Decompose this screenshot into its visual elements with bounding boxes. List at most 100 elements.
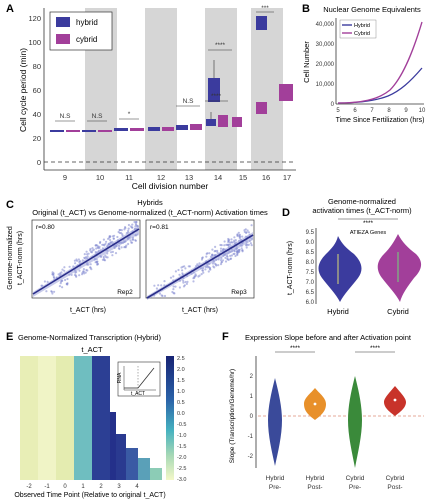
scatter-point	[50, 290, 53, 293]
a-xtick: 11	[125, 173, 133, 182]
panel-e: E Genome-Normalized Transcription (Hybri…	[0, 328, 215, 500]
scatter-point	[219, 247, 223, 250]
a-ylabel: Cell cycle period (min)	[18, 48, 28, 132]
panel-b: B Nuclear Genome Equivalents 0 10,000 20…	[300, 0, 429, 130]
scatter-point	[66, 277, 69, 281]
scatter-point	[57, 273, 60, 276]
f-violin-hybrid-pre	[268, 378, 282, 466]
scatter-point	[177, 268, 180, 272]
scatter-point	[238, 237, 241, 240]
b-xtick: 5	[336, 108, 340, 114]
e-cb-tick: -1.0	[177, 433, 186, 439]
scatter-point	[174, 285, 177, 288]
b-xtick: 7	[370, 108, 374, 114]
scatter-point	[90, 250, 93, 254]
a-xlabel: Cell division number	[132, 181, 209, 190]
scatter-point	[120, 229, 123, 232]
panel-a-chart: A 0 20 40 60 80 100 120 Cell cycle perio…	[6, 3, 296, 190]
scatter-point	[104, 254, 107, 257]
scatter-point	[172, 288, 175, 291]
scatter-point	[109, 238, 112, 242]
legend-hybrid-label: hybrid	[76, 18, 98, 27]
f-label2: Pre-	[349, 484, 361, 491]
scatter-point	[74, 262, 77, 265]
d-ytick: 7.0	[306, 280, 315, 286]
scatter-point	[73, 259, 76, 262]
scatter-point	[132, 238, 135, 241]
scatter-point	[163, 280, 166, 283]
scatter-point	[82, 270, 85, 273]
a-sig-15: ****	[215, 42, 226, 49]
scatter-point	[174, 270, 177, 273]
c-rep3-label: Rep3	[231, 289, 247, 296]
a-sig-14: ****	[211, 93, 222, 100]
f-label1: Cybrid	[346, 475, 365, 482]
legend-cybrid-swatch	[56, 34, 70, 44]
scatter-point	[127, 227, 130, 230]
a-sig-10: N.S	[92, 113, 104, 120]
f-ytick: -1	[248, 434, 254, 440]
scatter-point	[111, 254, 114, 257]
scatter-point	[202, 271, 205, 274]
a-ytick: 20	[33, 134, 41, 143]
scatter-point	[223, 244, 226, 247]
scatter-point	[96, 244, 99, 247]
c-title2: Original (t_ACT) vs Genome-normalized (t…	[32, 208, 268, 217]
scatter-point	[86, 255, 89, 258]
scatter-point	[64, 278, 67, 282]
shade-16	[251, 8, 283, 170]
a-ytick: 80	[33, 62, 41, 71]
d-title1: Genome-normalized	[328, 197, 396, 206]
legend-cybrid-label: cybrid	[76, 35, 97, 44]
e-cb-tick: 2.0	[177, 367, 185, 373]
scatter-point	[91, 247, 94, 250]
scatter-point	[250, 244, 253, 247]
scatter-point	[206, 266, 209, 269]
panel-a-letter: A	[6, 3, 14, 15]
scatter-point	[216, 249, 219, 252]
scatter-point	[123, 228, 126, 231]
scatter-point	[219, 259, 223, 262]
scatter-point	[241, 249, 244, 252]
b-title: Nuclear Genome Equivalents	[323, 5, 421, 14]
e-inset-y: RNA	[117, 372, 123, 383]
scatter-point	[86, 269, 89, 272]
shade-12	[145, 8, 177, 170]
scatter-point	[213, 250, 216, 253]
scatter-point	[211, 254, 214, 257]
scatter-point	[117, 247, 120, 250]
e-xtick: 1	[81, 484, 85, 490]
scatter-point	[240, 247, 243, 250]
scatter-point	[198, 262, 201, 265]
scatter-point	[221, 259, 225, 262]
a-xtick: 17	[283, 173, 291, 182]
e-col-m1	[38, 356, 56, 480]
a-xtick: 13	[185, 173, 193, 182]
scatter-point	[73, 273, 77, 277]
scatter-point	[135, 221, 138, 224]
scatter-point	[114, 252, 118, 255]
f-title: Expression Slope before and after Activa…	[245, 333, 412, 342]
a-ytick: 60	[33, 86, 41, 95]
scatter-point	[205, 255, 208, 258]
b-legend-cybrid: Cybrid	[354, 31, 370, 37]
panel-d: D Genome-normalized activation times (t_…	[280, 196, 429, 321]
scatter-point	[193, 275, 196, 278]
f-label1: Hybrid	[306, 475, 325, 482]
scatter-point	[184, 267, 187, 270]
e-cb-tick: 1.0	[177, 389, 185, 395]
scatter-point	[43, 280, 47, 283]
scatter-point	[129, 239, 132, 242]
b-hybrid-curve	[337, 67, 423, 104]
scatter-point	[200, 273, 203, 276]
legend-hybrid-swatch	[56, 17, 70, 27]
e-cb-tick: -0.5	[177, 422, 186, 428]
scatter-point	[83, 253, 86, 256]
scatter-point	[60, 271, 63, 274]
e-xtick: 2	[99, 484, 103, 490]
scatter-point	[237, 248, 241, 251]
scatter-point	[87, 252, 90, 255]
e-xtick: -2	[26, 484, 32, 490]
scatter-point	[214, 245, 217, 248]
c-title1: Hybrids	[137, 198, 163, 207]
